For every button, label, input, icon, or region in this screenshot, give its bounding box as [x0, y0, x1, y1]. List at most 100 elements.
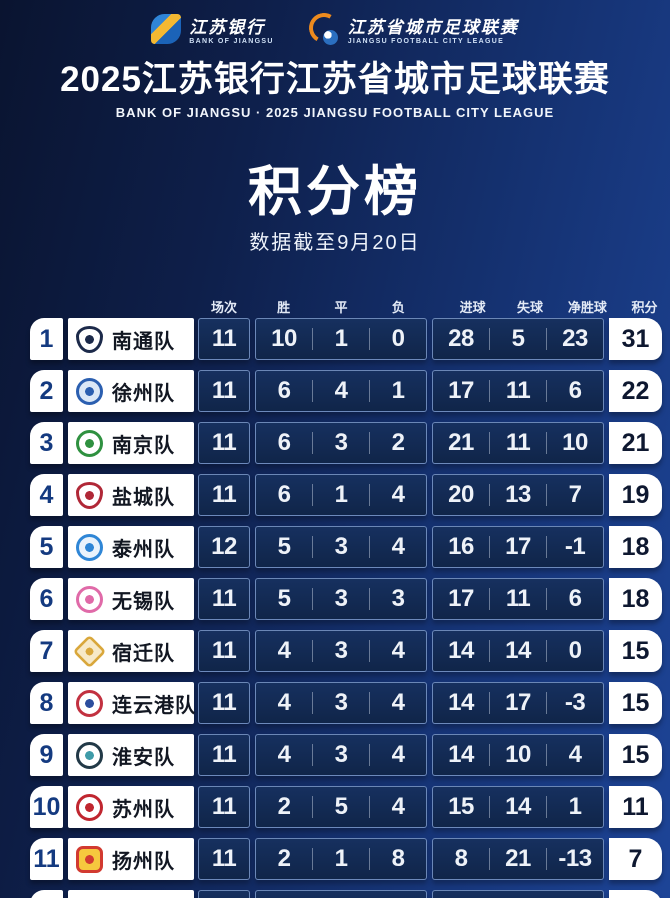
team-name: 连云港队 [112, 694, 196, 717]
cell-divider [489, 484, 490, 506]
cell-divider [369, 692, 370, 714]
team-crest-icon [76, 377, 103, 405]
team-cell: 淮安队 [68, 734, 194, 776]
stat-value: 4 [391, 741, 405, 768]
col-header-goals-group: 进球 失球 净胜球 [432, 297, 607, 316]
team-cell: 泰州队 [68, 526, 194, 568]
stat-value: 11 [211, 793, 237, 820]
team-crest-icon [76, 741, 103, 769]
played-cell: 11 [198, 474, 250, 516]
cell-divider [312, 380, 313, 402]
league-logo: 江苏省城市足球联赛 JIANGSU FOOTBALL CITY LEAGUE [308, 13, 519, 45]
team-name: 宿迁队 [112, 642, 175, 665]
stat-value: 23 [562, 325, 588, 352]
played-cell: 11 [198, 422, 250, 464]
stat-value: 11 [211, 429, 237, 456]
team-name: 无锡队 [112, 590, 175, 613]
wdl-cell: 2 1 8 [255, 838, 427, 880]
stat-value: 28 [448, 325, 474, 352]
points-badge: 18 [609, 578, 662, 620]
points-badge: 7 [609, 838, 662, 880]
cell-divider [369, 796, 370, 818]
team-name: 淮安队 [112, 746, 175, 769]
wdl-cell: 6 4 1 [255, 370, 427, 412]
stat-value: 3 [391, 585, 405, 612]
cell-divider [369, 536, 370, 558]
stat-value: 14 [505, 793, 531, 820]
rank-badge: 11 [30, 838, 63, 880]
wdl-cell: 128 [255, 890, 427, 898]
stat-value: 15 [448, 793, 474, 820]
bank-logo-text: 江苏银行 BANK OF JIANGSU [189, 13, 273, 45]
page-title: 2025江苏银行江苏省城市足球联赛 [60, 60, 610, 99]
stat-value: 13 [505, 481, 531, 508]
stat-value: 11 [211, 689, 237, 716]
cell-divider [489, 796, 490, 818]
rank-badge: 10 [30, 786, 63, 828]
team-cell: 南通队 [68, 318, 194, 360]
team-cell: 宿迁队 [68, 630, 194, 672]
table-row: 1 南通队 11 10 1 0 28 5 23 31 [30, 318, 662, 360]
stat-value: 2 [391, 429, 405, 456]
col-header-played: 场次 [210, 299, 237, 315]
page-subtitle: BANK OF JIANGSU · 2025 JIANGSU FOOTBALL … [115, 105, 555, 120]
cell-divider [489, 328, 490, 350]
table-header-row: 场次 胜 平 负 进球 失球 净胜球 积分 [30, 297, 662, 315]
team-crest-icon [76, 689, 103, 717]
stat-value: 11 [505, 429, 531, 456]
stat-value: 0 [568, 637, 582, 664]
stat-value: 4 [391, 481, 405, 508]
cell-divider [489, 380, 490, 402]
points-badge: 15 [609, 734, 662, 776]
stat-value: 6 [277, 377, 291, 404]
table-row: 10 苏州队 11 2 5 4 15 14 1 11 [30, 786, 662, 828]
team-name: 南通队 [112, 330, 175, 353]
points-badge: 5 [609, 890, 662, 898]
cell-divider [312, 692, 313, 714]
wdl-cell: 4 3 4 [255, 682, 427, 724]
team-cell: 连云港队 [68, 682, 196, 724]
stat-value: 11 [211, 741, 237, 768]
stat-value: 11 [211, 481, 237, 508]
played-cell: 11 [198, 890, 250, 898]
cell-divider [312, 640, 313, 662]
stat-value: 3 [334, 689, 348, 716]
cell-divider [546, 848, 547, 870]
stat-value: 17 [505, 689, 531, 716]
col-header-win: 胜 [277, 299, 291, 315]
table-row: 4 盐城队 11 6 1 4 20 13 7 19 [30, 474, 662, 516]
bank-of-jiangsu-logo-icon [151, 14, 182, 44]
league-name-en: JIANGSU FOOTBALL CITY LEAGUE [347, 37, 505, 45]
stat-value: 11 [211, 845, 237, 872]
stat-value: 8 [454, 845, 468, 872]
wdl-cell: 4 3 4 [255, 630, 427, 672]
team-name: 泰州队 [112, 538, 175, 561]
cell-divider [489, 432, 490, 454]
cell-divider [489, 744, 490, 766]
cell-divider [489, 536, 490, 558]
team-cell: 盐城队 [68, 474, 194, 516]
cell-divider [546, 744, 547, 766]
stat-value: 6 [277, 429, 291, 456]
team-cell: 南京队 [68, 422, 194, 464]
stat-value: 16 [448, 533, 474, 560]
stat-value: 4 [568, 741, 582, 768]
played-cell: 11 [198, 578, 250, 620]
stat-value: 1 [334, 481, 348, 508]
table-row: 8 连云港队 11 4 3 4 14 17 -3 15 [30, 682, 662, 724]
stat-value: 3 [334, 429, 348, 456]
stat-value: -13 [558, 845, 592, 872]
stat-value: 6 [568, 585, 582, 612]
stat-value: 4 [391, 689, 405, 716]
cell-divider [369, 744, 370, 766]
stat-value: 0 [391, 325, 405, 352]
cell-divider [369, 848, 370, 870]
stat-value: 10 [271, 325, 297, 352]
cell-divider [546, 328, 547, 350]
team-cell: 无锡队 [68, 578, 194, 620]
stat-value: 7 [568, 481, 582, 508]
col-header-goals-against: 失球 [516, 299, 543, 315]
col-header-goal-diff: 净胜球 [567, 299, 607, 315]
rank-badge: 7 [30, 630, 63, 672]
bank-name-en: BANK OF JIANGSU [189, 37, 274, 45]
